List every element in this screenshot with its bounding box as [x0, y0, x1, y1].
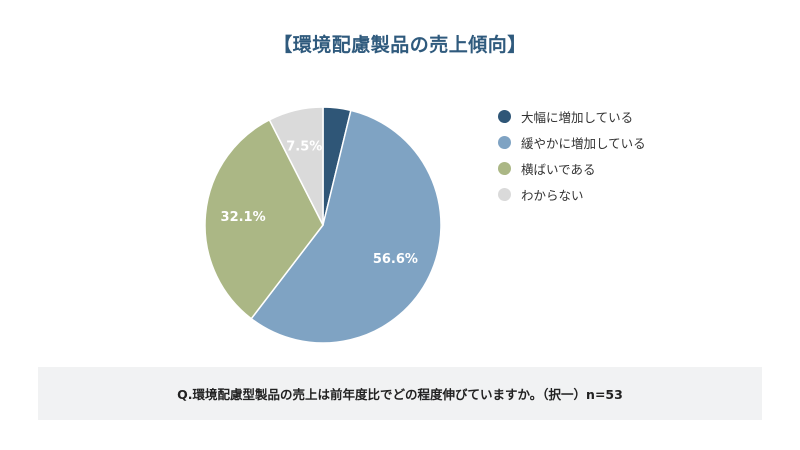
legend-label: 大幅に増加している — [521, 109, 634, 125]
legend-label: 緩やかに増加している — [521, 135, 646, 151]
legend-item: わからない — [498, 181, 646, 207]
slice-value-label: 7.5% — [286, 139, 322, 154]
pie-slice — [268, 106, 324, 226]
pie-slice — [250, 109, 442, 344]
legend-item: 横ばいである — [498, 155, 646, 181]
legend-item: 緩やかに増加している — [498, 129, 646, 155]
legend-item: 大幅に増加している — [498, 103, 646, 129]
pie-slice — [204, 118, 324, 320]
legend-label: わからない — [521, 187, 584, 203]
legend-swatch — [498, 161, 511, 175]
legend-label: 横ばいである — [521, 161, 596, 177]
legend-swatch — [498, 135, 511, 149]
legend-swatch — [498, 109, 511, 123]
slice-value-label: 56.6% — [373, 252, 418, 267]
question-box: Q.環境配慮型製品の売上は前年度比でどの程度伸びていますか。（択一）n=53 — [38, 367, 762, 420]
chart-title: 【環境配慮製品の売上傾向】 — [273, 34, 527, 56]
question-text: Q.環境配慮型製品の売上は前年度比でどの程度伸びていますか。（択一）n=53 — [177, 387, 623, 402]
legend-swatch — [498, 187, 511, 201]
slice-value-label: 32.1% — [221, 210, 266, 225]
legend: 大幅に増加している 緩やかに増加している 横ばいである わからない — [498, 103, 646, 207]
